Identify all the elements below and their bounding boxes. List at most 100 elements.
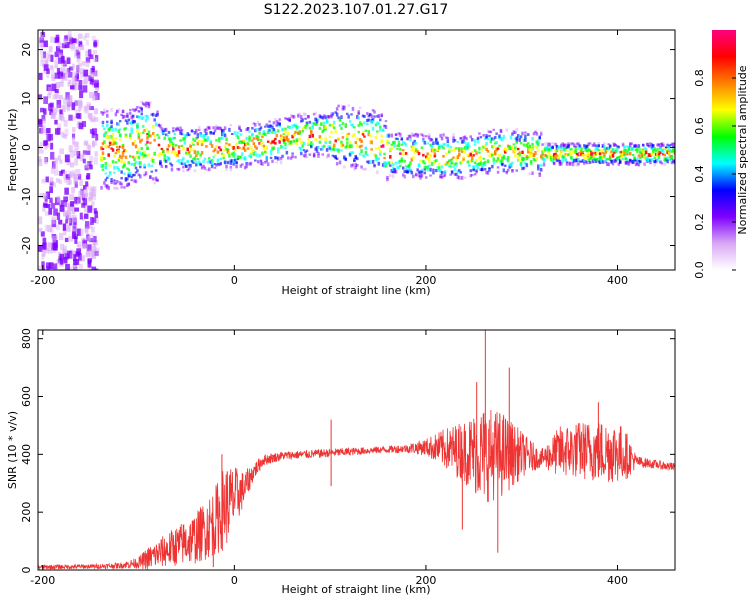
spectrogram-cell [70, 172, 76, 179]
spectrogram-cell [660, 162, 664, 165]
spectrogram-cell [82, 150, 88, 155]
spectrogram-cell [136, 105, 139, 109]
spectrogram-cell [544, 142, 547, 146]
spectrogram-cell [264, 132, 267, 137]
spectrogram-cell [476, 137, 480, 140]
spectrogram-cell [571, 150, 575, 154]
spectrogram-cell [185, 164, 188, 168]
spectrogram-cell [75, 109, 80, 115]
spectrogram-cell [63, 38, 67, 45]
spectrogram-cell [315, 146, 319, 150]
spectrogram-cell [287, 138, 290, 143]
spectrogram-cell [611, 142, 615, 147]
spectrogram-cell [597, 141, 600, 146]
spectrogram-cell [93, 42, 98, 47]
spectrogram-cell [657, 150, 661, 154]
spectrogram-cell [157, 136, 161, 139]
spectrogram-cell [228, 127, 231, 132]
spectrogram-cell [69, 162, 75, 168]
spectrogram-cell [203, 134, 207, 138]
spectrogram-cell [245, 142, 248, 147]
spectrogram-cell [43, 96, 49, 104]
spectrogram-cell [183, 140, 187, 145]
spectrogram-cell [83, 79, 88, 84]
spectrogram-cell [172, 146, 175, 151]
spectrogram-cell [282, 139, 286, 142]
spectrogram-cell [654, 154, 658, 158]
spectrogram-cell [669, 143, 672, 147]
spectrogram-cell [144, 171, 148, 176]
spectrogram-cell [278, 139, 281, 144]
spectrogram-cell [60, 55, 65, 63]
spectrogram-cell [515, 169, 519, 172]
spectrogram-cell [185, 151, 188, 155]
spectrogram-cell [189, 154, 192, 158]
spectrogram-cell [498, 153, 501, 157]
spectrogram-cell [177, 150, 181, 155]
spectrogram-cell [291, 124, 294, 129]
spectrogram-cell [459, 176, 462, 180]
spectrogram-cell [298, 137, 302, 141]
spectrogram-cell [539, 154, 543, 159]
spectrogram-cell [565, 149, 569, 152]
spectrogram-cell [120, 186, 123, 189]
spectrogram-cell [113, 165, 116, 170]
spectrogram-cell [73, 259, 78, 266]
spectrogram-cell [259, 126, 263, 130]
spectrogram-cell [54, 51, 59, 57]
spectrogram-cell [327, 115, 330, 119]
spectrogram-cell [453, 167, 457, 172]
spectrogram-cell [271, 159, 274, 163]
spectrogram-cell [364, 147, 368, 150]
spectrogram-cell [460, 140, 464, 144]
spectrogram-cell [241, 163, 244, 166]
spectrogram-cell [475, 171, 478, 174]
spectrogram-cell [146, 101, 149, 106]
spectrogram-cell [160, 153, 164, 156]
spectrogram-cell [554, 155, 557, 160]
spectrogram-cell [481, 163, 484, 168]
spectrogram-cell [75, 196, 81, 204]
spectrogram-cell [220, 132, 224, 137]
spectrogram-cell [404, 170, 408, 173]
spectrogram-cell [432, 170, 435, 175]
spectrogram-cell [199, 162, 202, 166]
spectrogram-cell [361, 131, 365, 135]
spectrogram-cell [321, 129, 325, 134]
spectrogram-cell [564, 143, 567, 147]
spectrogram-cell [95, 86, 99, 92]
spectrogram-cell [472, 165, 475, 170]
spectrogram-cell [103, 140, 106, 144]
spectrogram-cell [179, 129, 182, 133]
spectrogram-cell [193, 156, 197, 161]
spectrogram-cell [522, 138, 526, 142]
spectrogram-cell [143, 150, 146, 155]
spectrogram-cell [69, 252, 75, 260]
spectrogram-cell [376, 130, 379, 133]
spectrogram-cell [139, 139, 142, 144]
spectrogram-cell [71, 214, 77, 223]
spectrogram-cell [636, 161, 639, 165]
spectrogram-cell [456, 175, 460, 179]
spectrogram-cell [549, 158, 553, 162]
spectrogram-cell [85, 181, 89, 187]
spectrogram-cell [670, 154, 674, 158]
spectrogram-cell [337, 104, 340, 108]
spectrogram-cell [424, 135, 428, 138]
spectrogram-cell [578, 153, 582, 156]
spectrogram-cell [630, 161, 633, 164]
spectrogram-cell [614, 150, 618, 154]
spectrogram-cell [258, 123, 261, 126]
spectrogram-cell [40, 42, 45, 47]
spectrogram-cell [397, 140, 401, 143]
spectrogram-cell [147, 130, 151, 133]
spectrogram-cell [498, 144, 501, 147]
spectrogram-cell [594, 144, 598, 148]
spectrogram-cell [634, 159, 638, 162]
spectrogram-cell [272, 128, 276, 132]
spectrogram-cell [475, 151, 478, 155]
spectrogram-cell [265, 123, 268, 127]
spectrogram-cell [527, 142, 530, 145]
spectrogram-cell [409, 161, 412, 165]
spectrogram-cell [472, 154, 475, 157]
